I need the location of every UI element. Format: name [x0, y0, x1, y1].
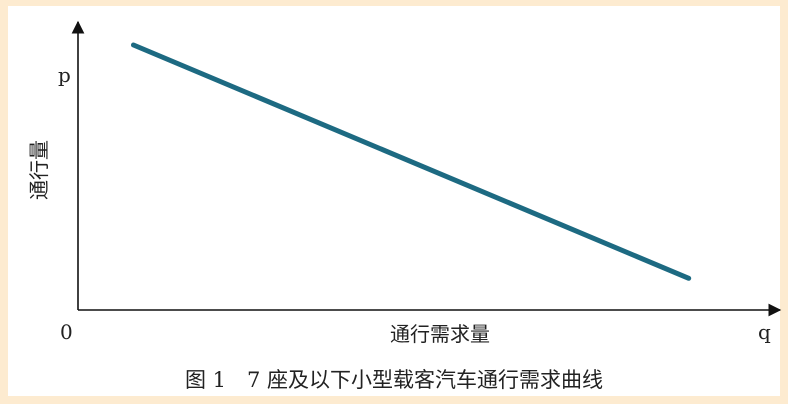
y-axis-symbol: p [58, 63, 71, 87]
origin-label: 0 [60, 320, 73, 344]
series-layer [131, 42, 692, 281]
demand-curve-line-0 [131, 42, 692, 281]
y-axis-label: 通行量 [27, 140, 51, 200]
chart-title: 图 1 7 座及以下小型载客汽车通行需求曲线 [185, 368, 603, 392]
x-axis-label: 通行需求量 [390, 322, 490, 346]
x-axis-symbol: q [758, 320, 771, 344]
chart-frame [8, 6, 780, 396]
